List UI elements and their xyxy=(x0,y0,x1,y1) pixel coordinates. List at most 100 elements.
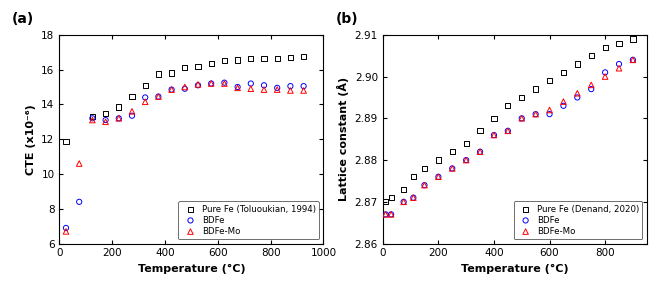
BDFe xyxy=(447,166,457,171)
BDFe-Mo xyxy=(419,183,430,187)
BDFe xyxy=(531,112,541,117)
BDFe-Mo xyxy=(558,99,569,104)
BDFe-Mo xyxy=(488,133,499,137)
BDFe-Mo xyxy=(259,87,269,92)
Pure Fe (Denand, 2020) xyxy=(380,200,391,204)
BDFe xyxy=(74,200,84,204)
BDFe xyxy=(180,86,190,91)
BDFe xyxy=(298,84,309,88)
BDFe-Mo xyxy=(114,116,124,121)
BDFe-Mo xyxy=(193,82,203,87)
Pure Fe (Denand, 2020) xyxy=(488,116,499,121)
BDFe xyxy=(544,112,555,117)
Pure Fe (Toluoukian, 1994) xyxy=(100,111,111,115)
BDFe-Mo xyxy=(272,87,282,92)
BDFe-Mo xyxy=(517,116,527,121)
Pure Fe (Toluoukian, 1994) xyxy=(298,54,309,59)
BDFe-Mo xyxy=(408,195,418,200)
Pure Fe (Denand, 2020) xyxy=(419,166,430,171)
BDFe-Mo xyxy=(166,87,177,92)
BDFe xyxy=(433,175,444,179)
BDFe-Mo xyxy=(180,85,190,89)
BDFe-Mo xyxy=(502,128,513,133)
BDFe-Mo xyxy=(544,108,555,112)
Pure Fe (Denand, 2020) xyxy=(600,45,611,50)
BDFe-Mo xyxy=(140,99,150,104)
Pure Fe (Toluoukian, 1994) xyxy=(206,61,216,66)
BDFe-Mo xyxy=(87,118,98,122)
Pure Fe (Toluoukian, 1994) xyxy=(127,94,137,99)
BDFe xyxy=(572,95,583,100)
BDFe xyxy=(419,183,430,187)
BDFe xyxy=(408,195,418,200)
Pure Fe (Toluoukian, 1994) xyxy=(114,105,124,109)
Pure Fe (Toluoukian, 1994) xyxy=(153,72,164,76)
BDFe-Mo xyxy=(461,158,471,162)
Pure Fe (Toluoukian, 1994) xyxy=(272,56,282,61)
BDFe xyxy=(114,116,124,121)
BDFe xyxy=(193,83,203,88)
Pure Fe (Denand, 2020) xyxy=(461,141,471,146)
Pure Fe (Denand, 2020) xyxy=(475,128,485,133)
Pure Fe (Toluoukian, 1994) xyxy=(166,71,177,75)
BDFe xyxy=(87,116,98,121)
BDFe xyxy=(502,128,513,133)
X-axis label: Temperature (°C): Temperature (°C) xyxy=(461,264,569,274)
Y-axis label: Lattice constant (Å): Lattice constant (Å) xyxy=(337,77,349,201)
BDFe-Mo xyxy=(100,119,111,124)
Pure Fe (Denand, 2020) xyxy=(544,78,555,83)
BDFe xyxy=(461,158,471,162)
BDFe xyxy=(153,94,164,99)
BDFe xyxy=(386,212,397,217)
Pure Fe (Toluoukian, 1994) xyxy=(140,83,150,88)
BDFe xyxy=(219,80,230,85)
Pure Fe (Denand, 2020) xyxy=(572,62,583,66)
BDFe xyxy=(399,200,409,204)
BDFe xyxy=(517,116,527,121)
BDFe xyxy=(475,149,485,154)
Pure Fe (Denand, 2020) xyxy=(558,70,569,75)
BDFe-Mo xyxy=(600,74,611,79)
Pure Fe (Denand, 2020) xyxy=(531,87,541,91)
Legend: Pure Fe (Denand, 2020), BDFe, BDFe-Mo: Pure Fe (Denand, 2020), BDFe, BDFe-Mo xyxy=(513,201,642,239)
BDFe xyxy=(488,133,499,137)
Pure Fe (Toluoukian, 1994) xyxy=(259,56,269,61)
BDFe xyxy=(166,87,177,92)
Pure Fe (Denand, 2020) xyxy=(614,41,624,46)
Pure Fe (Denand, 2020) xyxy=(502,104,513,108)
Pure Fe (Denand, 2020) xyxy=(433,158,444,162)
Text: (a): (a) xyxy=(12,12,34,26)
BDFe-Mo xyxy=(447,166,457,171)
BDFe xyxy=(246,81,256,86)
Pure Fe (Denand, 2020) xyxy=(447,149,457,154)
BDFe-Mo xyxy=(74,161,84,166)
Pure Fe (Denand, 2020) xyxy=(628,37,638,41)
BDFe-Mo xyxy=(219,81,230,86)
BDFe xyxy=(380,212,391,217)
BDFe-Mo xyxy=(61,229,71,234)
BDFe-Mo xyxy=(614,66,624,70)
Pure Fe (Denand, 2020) xyxy=(586,53,597,58)
Pure Fe (Toluoukian, 1994) xyxy=(87,114,98,119)
Text: (b): (b) xyxy=(335,12,358,26)
BDFe xyxy=(628,57,638,62)
Pure Fe (Toluoukian, 1994) xyxy=(193,64,203,68)
BDFe-Mo xyxy=(475,149,485,154)
BDFe-Mo xyxy=(572,91,583,96)
BDFe xyxy=(206,81,216,86)
BDFe-Mo xyxy=(380,212,391,217)
BDFe-Mo xyxy=(246,86,256,91)
BDFe-Mo xyxy=(386,212,397,217)
BDFe-Mo xyxy=(206,81,216,86)
BDFe xyxy=(600,70,611,75)
Pure Fe (Toluoukian, 1994) xyxy=(232,58,243,62)
BDFe xyxy=(285,84,296,88)
BDFe xyxy=(127,113,137,118)
Pure Fe (Toluoukian, 1994) xyxy=(285,55,296,60)
BDFe-Mo xyxy=(531,112,541,117)
BDFe-Mo xyxy=(153,94,164,99)
BDFe-Mo xyxy=(433,175,444,179)
BDFe xyxy=(140,95,150,100)
Pure Fe (Denand, 2020) xyxy=(386,195,397,200)
Pure Fe (Toluoukian, 1994) xyxy=(219,59,230,63)
